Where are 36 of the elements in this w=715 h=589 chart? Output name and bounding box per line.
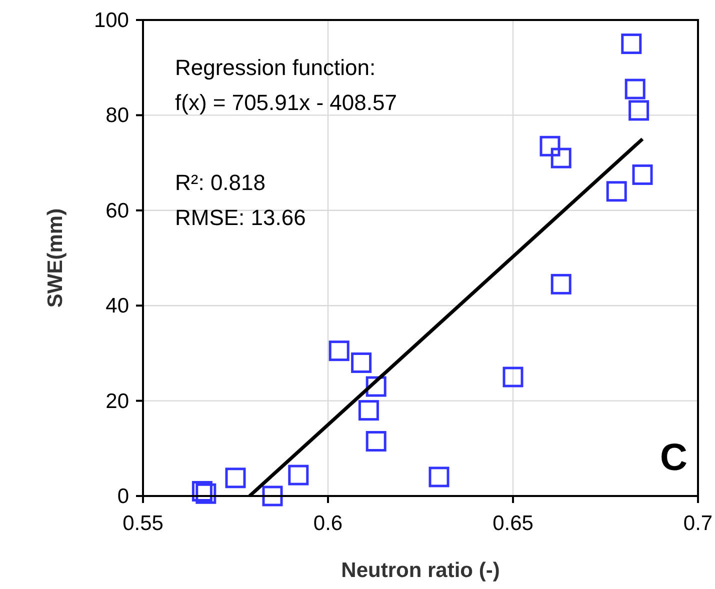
y-tick-label: 100 (94, 9, 129, 32)
y-axis-title: SWE(mm) (44, 208, 67, 308)
annotation: R²: 0.818 (175, 170, 266, 195)
annotation: RMSE: 13.66 (175, 205, 306, 230)
x-tick-label: 0.6 (313, 512, 343, 535)
y-tick-label: 20 (106, 390, 129, 413)
y-tick-label: 60 (106, 199, 129, 222)
x-tick-label: 0.7 (683, 512, 713, 535)
point (606, 181, 627, 202)
x-tick-label: 0.55 (122, 512, 164, 535)
y-tick-label: 40 (106, 294, 129, 318)
point (624, 78, 646, 100)
point (550, 148, 572, 168)
point (358, 400, 379, 421)
point (225, 468, 246, 488)
point (196, 483, 216, 504)
point (550, 274, 572, 294)
y-tick-label: 0 (117, 485, 129, 508)
annotation: C (660, 437, 688, 479)
point (288, 464, 309, 486)
point (628, 100, 650, 121)
annotation: f(x) = 705.91x - 408.57 (175, 90, 397, 115)
x-tick-label: 0.65 (492, 512, 534, 535)
point (632, 164, 653, 185)
x-axis-title: Neutron ratio (-) (341, 559, 500, 582)
point (540, 136, 560, 156)
y-tick-label: 80 (106, 104, 129, 128)
point (328, 340, 350, 362)
point (351, 352, 372, 373)
point (428, 466, 450, 488)
point (366, 431, 386, 452)
point (262, 486, 283, 506)
point (621, 34, 642, 54)
annotation: Regression function: (175, 55, 376, 80)
point (502, 366, 524, 388)
point (192, 480, 212, 502)
